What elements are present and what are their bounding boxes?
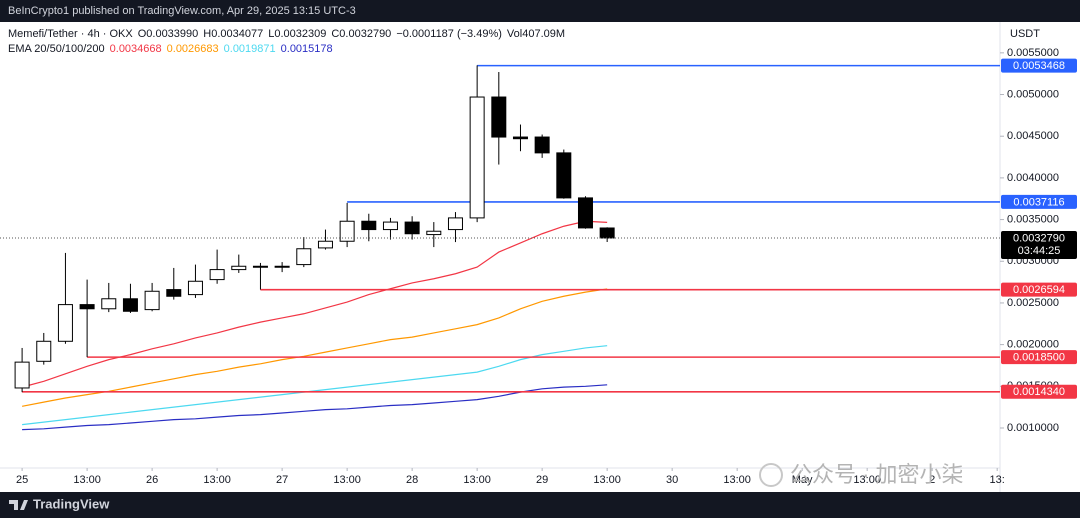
level-badge-label: 0.0018500	[1013, 352, 1065, 364]
price-badge-label: 0.0032790	[1013, 232, 1065, 244]
ema-line	[22, 345, 608, 426]
ema-row: EMA 20/50/100/200 0.0034668 0.0026683 0.001…	[8, 42, 570, 57]
header-value: C0.0032790	[331, 28, 392, 40]
y-tick-label: 0.0045000	[1007, 130, 1059, 142]
candle-body	[339, 220, 355, 242]
y-tick-label: 0.0050000	[1007, 88, 1059, 100]
y-tick-label: 0.0025000	[1007, 297, 1059, 309]
header-value: O0.0033990	[137, 28, 199, 40]
candle-body	[361, 220, 377, 231]
candle-body	[599, 227, 615, 239]
x-tick-label: 26	[146, 474, 158, 486]
tv-logo	[9, 500, 28, 510]
footer	[0, 492, 1080, 518]
ema-line	[22, 384, 608, 431]
candle-body	[252, 265, 268, 268]
y-tick-label: 0.0010000	[1007, 422, 1059, 434]
ema-value: 0.0019871	[223, 43, 276, 55]
x-tick-label: 13:00	[333, 474, 361, 486]
candle-body	[534, 136, 550, 154]
level-badge	[1001, 350, 1077, 365]
candle-body	[512, 136, 528, 140]
x-tick-label: 13:00	[593, 474, 621, 486]
x-tick-label: 13:00	[853, 474, 881, 486]
ema-value: 0.0026683	[166, 43, 219, 55]
symbol-row: Memefi/Tether · 4h · OKX O0.0033990 H0.003…	[8, 27, 570, 42]
header-value: H0.0034077	[203, 28, 264, 40]
candle-body	[317, 240, 333, 249]
x-tick-label: 30	[666, 474, 678, 486]
candle-body	[144, 290, 160, 311]
candle-body	[187, 280, 203, 296]
ema-line	[21, 288, 608, 407]
candle-body	[447, 217, 463, 231]
header-value: Vol407.09M	[506, 28, 566, 40]
x-tick-label: 13:00	[463, 474, 491, 486]
x-tick-label: 13:	[990, 474, 1005, 486]
candle-body	[79, 304, 95, 310]
candle-body	[274, 265, 290, 268]
y-tick-label: 0.0055000	[1007, 47, 1059, 59]
x-tick-label: 13:00	[73, 474, 101, 486]
level-badge-label: 0.0053468	[1013, 60, 1065, 72]
x-tick-label: 27	[276, 474, 288, 486]
level-badge	[1001, 384, 1077, 399]
candle-body	[491, 96, 507, 138]
candle-body	[101, 298, 117, 310]
candle-body	[426, 230, 442, 236]
watermark-icon	[759, 463, 783, 487]
candle-body	[556, 152, 572, 199]
x-tick-label: 2	[929, 474, 935, 486]
candle-body	[122, 298, 138, 312]
level-badge-label: 0.0026594	[1013, 284, 1065, 296]
top-bar-text: BeInCrypto1 published on TradingView.com…	[8, 5, 356, 17]
watermark: 公众号 · 加密小柒	[790, 462, 964, 487]
currency: USDT	[1010, 28, 1040, 40]
header-value: −0.0001187 (−3.49%)	[396, 28, 502, 40]
header-value: L0.0032309	[268, 28, 327, 40]
level-badge	[1001, 58, 1077, 73]
candle-body	[404, 221, 420, 235]
candle-body	[577, 197, 593, 229]
y-tick-label: 0.0035000	[1007, 213, 1059, 225]
level-badge-label: 0.0037116	[1013, 196, 1064, 208]
legend: Memefi/Tether · 4h · OKX O0.0033990 H0.003…	[8, 27, 570, 57]
ema-value: 0.0034668	[109, 43, 162, 55]
candle-body	[382, 221, 398, 231]
plot: 0.00100000.00150000.00200000.00250000.00…	[0, 47, 1077, 486]
y-tick-label: 0.0040000	[1007, 172, 1059, 184]
ema-label: EMA 20/50/100/200	[8, 43, 105, 55]
level-badge-label: 0.0014340	[1013, 386, 1065, 398]
price-badge	[1001, 230, 1077, 259]
top-bar	[0, 0, 1080, 22]
candle-body	[14, 361, 30, 389]
ema-value: 0.0015178	[280, 43, 333, 55]
candle-body	[57, 304, 73, 342]
level-badge	[1001, 194, 1077, 209]
candle-body	[166, 289, 182, 297]
level-badge	[1001, 282, 1077, 297]
x-tick-label: 29	[536, 474, 548, 486]
x-tick-label: 13:00	[723, 474, 751, 486]
candle-body	[469, 96, 485, 219]
candle-body	[36, 340, 52, 362]
x-tick-label: 28	[406, 474, 418, 486]
candle-body	[231, 265, 247, 271]
footer-text: TradingView	[33, 496, 110, 511]
candle-body	[209, 269, 225, 281]
candle-body	[296, 248, 312, 266]
x-tick-label: 25	[16, 474, 28, 486]
symbol: Memefi/Tether · 4h · OKX	[8, 28, 133, 40]
x-tick-label: May	[792, 474, 813, 486]
y-tick-label: 0.0020000	[1007, 339, 1059, 351]
x-tick-label: 13:00	[203, 474, 231, 486]
countdown: 03:44:25	[1018, 245, 1061, 257]
